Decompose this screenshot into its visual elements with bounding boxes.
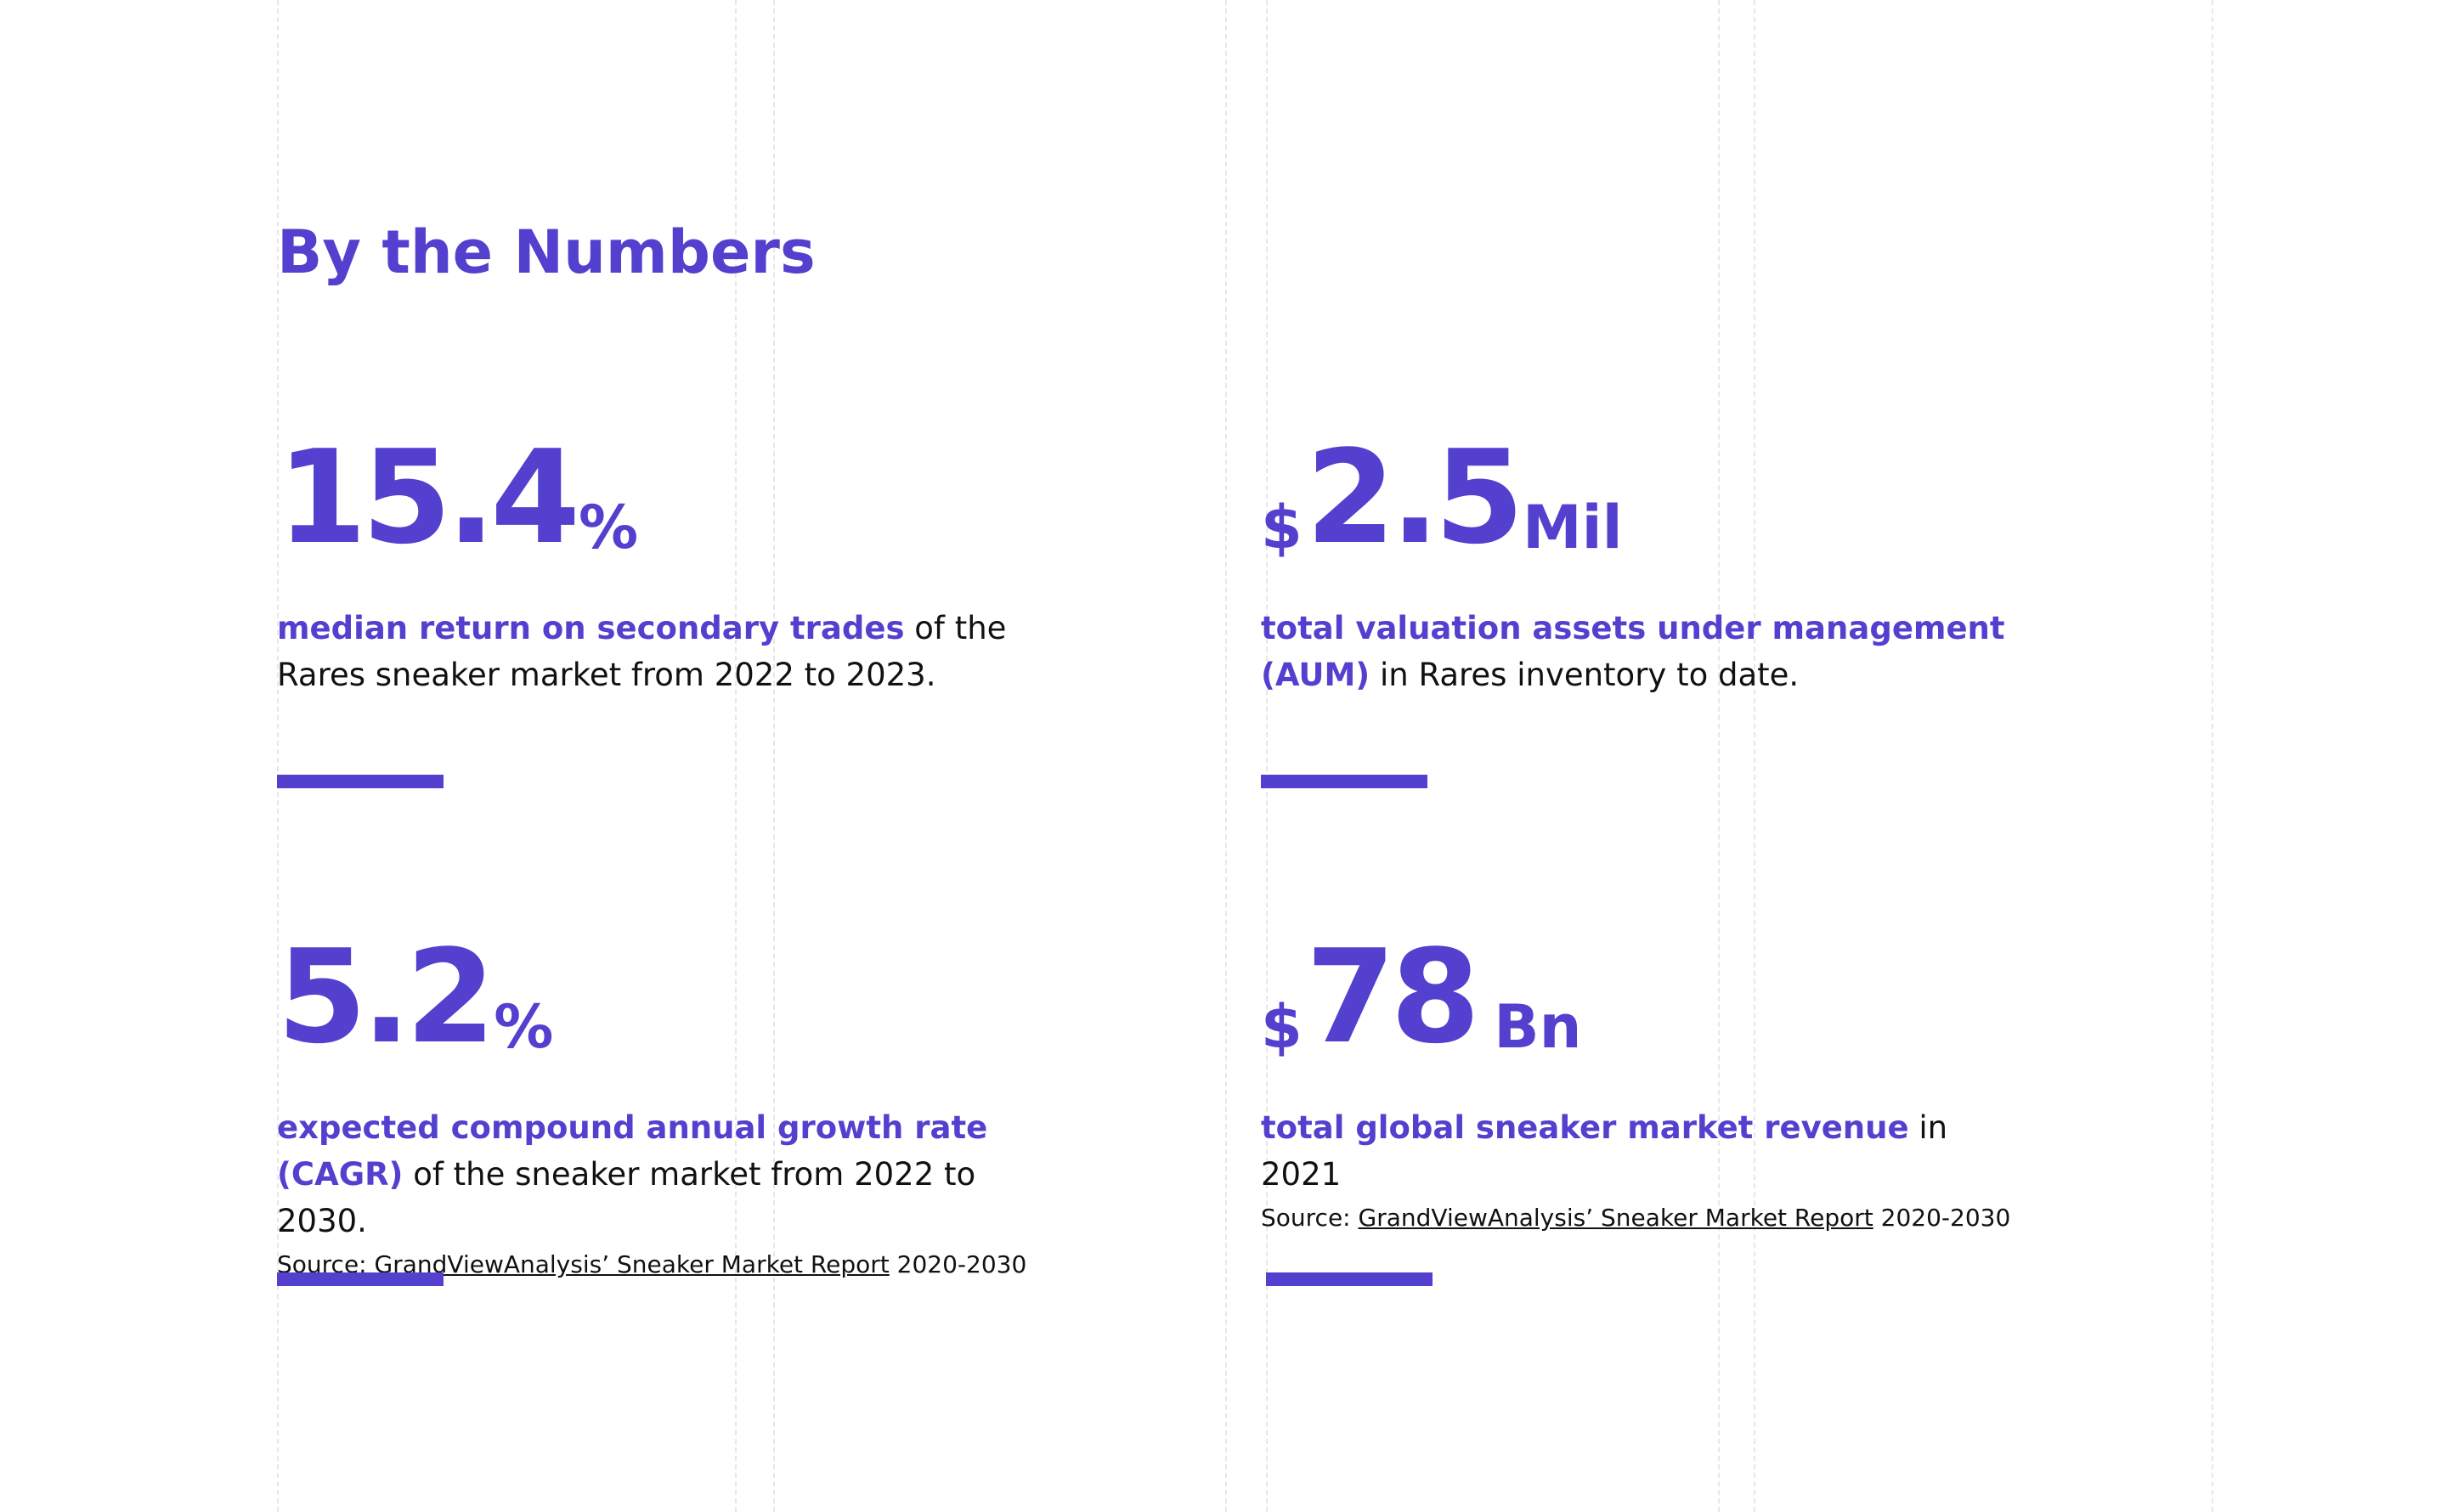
stat-value: 5.2: [277, 922, 495, 1072]
divider-bar: [1261, 775, 1427, 788]
layout-guide-line: [1754, 0, 1755, 1512]
stat-prefix: $: [1261, 493, 1303, 562]
divider-bar: [1266, 1272, 1433, 1286]
stat-highlight: expected compound annual growth rate (CA…: [277, 1109, 988, 1193]
stat-market-revenue: $78 Bn total global sneaker market revenu…: [1261, 922, 2111, 1235]
source-suffix: 2020-2030: [889, 1250, 1027, 1278]
stat-value: 2.5: [1305, 422, 1524, 573]
source-label: Source:: [1261, 1204, 1359, 1232]
stat-cagr: 5.2% expected compound annual growth rat…: [277, 922, 1127, 1282]
stat-median-return: 15.4% median return on secondary trades …: [277, 422, 1127, 698]
stat-description-rest: in Rares inventory to date.: [1370, 657, 1800, 693]
stat-figure: 15.4%: [277, 422, 1127, 573]
stat-description: median return on secondary trades of the…: [277, 605, 1042, 698]
stat-figure: $2.5 Mil: [1261, 422, 2111, 573]
stat-highlight: median return on secondary trades: [277, 610, 905, 646]
stat-description-rest: of the Rares sneaker market from 2022 to…: [277, 610, 1007, 693]
layout-guide-line: [2212, 0, 2213, 1512]
stat-unit: Bn: [1494, 992, 1582, 1062]
stat-aum: $2.5 Mil total valuation assets under man…: [1261, 422, 2111, 698]
stat-description: total global sneaker market revenue in 2…: [1261, 1104, 2026, 1198]
source-link[interactable]: GrandViewAnalysis’ Sneaker Market Report: [1358, 1204, 1873, 1232]
layout-guide-line: [735, 0, 737, 1512]
layout-guide-line: [277, 0, 279, 1512]
stat-highlight: total global sneaker market revenue: [1261, 1109, 1909, 1146]
stat-unit: %: [494, 992, 554, 1062]
section-title: By the Numbers: [277, 217, 816, 287]
stat-description-rest: of the sneaker market from 2022 to 2030.: [277, 1156, 976, 1239]
stat-source: Source: GrandViewAnalysis’ Sneaker Marke…: [1261, 1201, 2111, 1235]
stat-description-rest: in 2021: [1261, 1109, 1948, 1193]
layout-guide-line: [1266, 0, 1268, 1512]
stat-description: expected compound annual growth rate (CA…: [277, 1104, 1042, 1244]
divider-bar: [277, 775, 444, 788]
layout-guide-line: [1225, 0, 1227, 1512]
layout-guide-line: [773, 0, 775, 1512]
layout-guide-line: [1718, 0, 1720, 1512]
stat-value: 78: [1305, 922, 1481, 1072]
stat-unit: Mil: [1522, 493, 1623, 562]
source-link[interactable]: GrandViewAnalysis’ Sneaker Market Report: [374, 1250, 890, 1278]
stat-unit: %: [579, 493, 639, 562]
stat-figure: $78 Bn: [1261, 922, 2111, 1072]
divider-bar: [277, 1272, 444, 1286]
stat-figure: 5.2%: [277, 922, 1127, 1072]
source-suffix: 2020-2030: [1873, 1204, 2011, 1232]
stat-prefix: $: [1261, 992, 1303, 1062]
stat-highlight: total valuation assets under management …: [1261, 610, 2005, 693]
stat-description: total valuation assets under management …: [1261, 605, 2026, 698]
stat-value: 15.4: [277, 422, 580, 573]
